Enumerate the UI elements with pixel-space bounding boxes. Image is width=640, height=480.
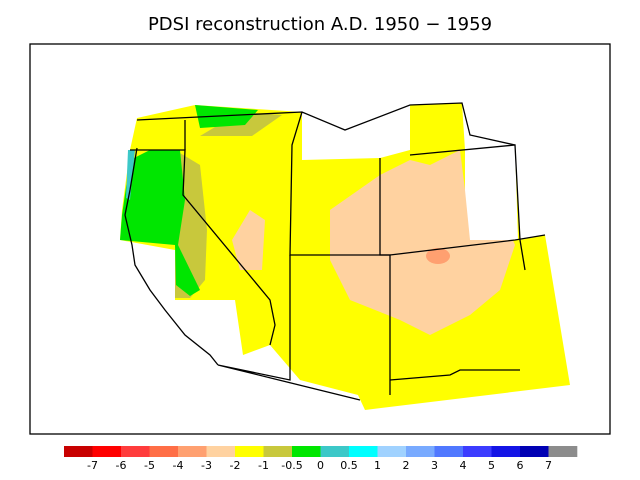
state-border [130,149,276,346]
state-border [409,144,526,271]
colorbar-box [491,446,521,457]
colorbar-label: 4 [460,459,467,472]
colorbar-label: -4 [173,459,184,472]
colorbar-label: 0 [317,459,324,472]
colorbar-box [292,446,321,457]
colorbar-box [235,446,264,457]
colorbar-box [320,446,350,457]
title: PDSI reconstruction A.D. 1950 − 1959 [148,14,492,35]
colorbar-label: -3 [201,459,212,472]
colorbar-label: 6 [517,459,524,472]
colorbar-label: -7 [87,459,98,472]
state-border [379,158,391,395]
region-blank [465,145,518,240]
colorbar-box [377,446,407,457]
region-green [120,150,200,296]
colorbar-box [548,446,578,457]
region-peach [232,210,265,270]
colorbar-box [263,446,293,457]
colorbar-label: 7 [545,459,552,472]
colorbar-box [349,446,378,457]
region-teal [126,150,135,200]
colorbar-box [149,446,179,457]
colorbar-box [463,446,492,457]
region-orange [426,248,450,264]
colorbar-box [206,446,236,457]
colorbar-box [434,446,464,457]
colorbar-label: 0.5 [340,459,358,472]
colorbar-label: -6 [116,459,127,472]
colorbar-label: 3 [431,459,438,472]
region-green [195,105,258,128]
colorbar-label: 2 [403,459,410,472]
state-border [217,255,361,401]
colorbar-box [121,446,150,457]
colorbar-label: -5 [144,459,155,472]
colorbar-box [92,446,122,457]
colorbar-box [406,446,435,457]
colorbar-label: 5 [488,459,495,472]
colorbar-label: -1 [258,459,269,472]
state-border [389,369,520,381]
colorbar-box [64,446,93,457]
colorbar-label: -0.5 [281,459,302,472]
colorbar-label: 1 [374,459,381,472]
map [120,102,570,410]
colorbar-label: -2 [230,459,241,472]
colorbar-box [178,446,207,457]
colorbar-box [520,446,549,457]
coastline [124,147,219,366]
